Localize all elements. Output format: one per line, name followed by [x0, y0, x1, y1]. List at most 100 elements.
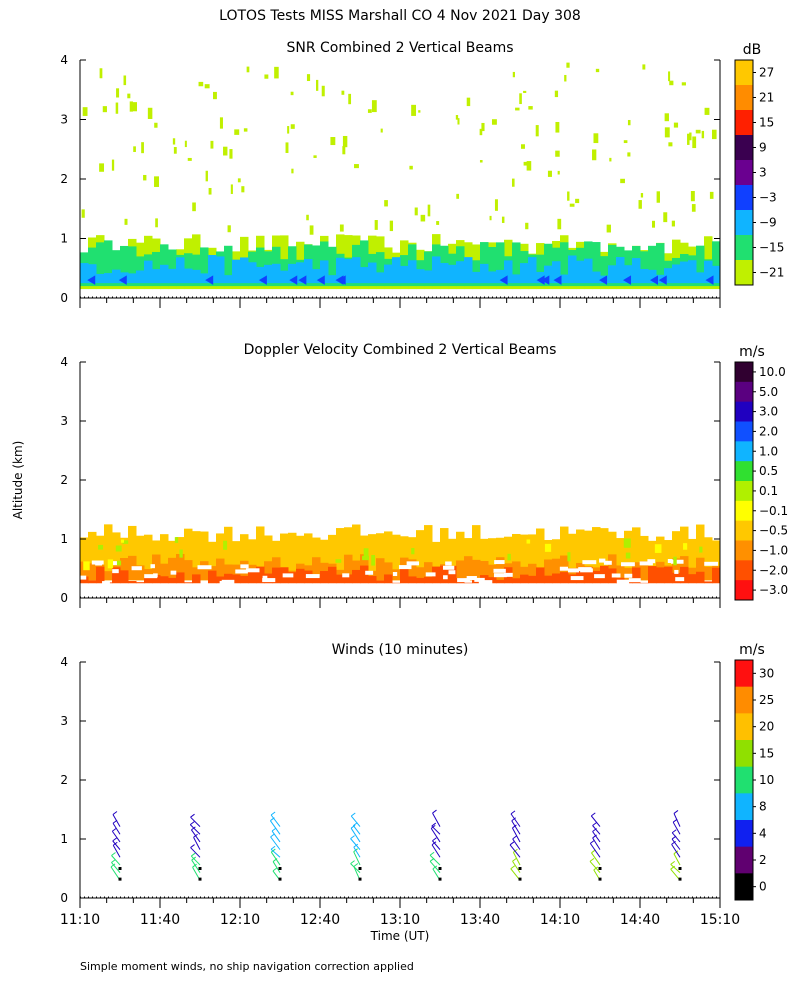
snr-speckle	[290, 91, 294, 96]
velocity-cell	[160, 534, 169, 581]
wind-barb-flag	[112, 837, 118, 842]
velocity-cell	[640, 561, 649, 581]
snr-speckle	[237, 178, 241, 183]
velocity-cell	[136, 582, 145, 584]
velocity-cell	[392, 534, 401, 581]
snr-cell	[600, 256, 609, 287]
snr-cell	[304, 259, 313, 284]
snr-cell	[432, 256, 441, 284]
panel-3: Winds (10 minutes) 0 1 2 3 4 11:10 11:40 12:10 12…	[60, 642, 774, 943]
snr-speckle	[141, 142, 144, 154]
snr-speckle	[489, 215, 492, 221]
wind-barb	[590, 815, 601, 827]
wind-barb-flag	[190, 852, 196, 857]
colorbar-label: 10	[759, 773, 774, 787]
wind-profile	[429, 809, 442, 881]
snr-speckle	[711, 129, 717, 140]
wind-barb-flag	[670, 860, 675, 865]
snr-speckle	[520, 144, 525, 149]
velocity-cell	[288, 532, 297, 581]
velocity-speckle	[699, 546, 703, 553]
snr-cell	[288, 263, 297, 284]
snr-cell	[112, 250, 121, 287]
velocity-cell	[200, 561, 209, 581]
snr-cell	[584, 258, 593, 284]
colorbar-label: 5.0	[759, 385, 778, 399]
wind-barb-flag	[190, 813, 195, 818]
colorbar-swatch	[735, 846, 753, 874]
velocity-cell	[584, 530, 593, 581]
wind-barb	[673, 853, 681, 866]
velocity-gap	[365, 570, 374, 575]
wind-profile	[110, 811, 122, 881]
colorbar-label: 15	[759, 116, 774, 130]
velocity-cell	[360, 565, 369, 584]
wind-barb	[112, 822, 121, 835]
velocity-cell	[192, 574, 201, 584]
snr-cell	[656, 243, 665, 287]
velocity-cell	[520, 566, 529, 581]
colorbar-label: −3	[759, 191, 777, 205]
snr-speckle	[342, 146, 346, 155]
velocity-cell	[432, 566, 441, 584]
snr-speckle	[569, 203, 575, 207]
snr-speckle	[547, 170, 552, 177]
snr-cell	[712, 241, 721, 287]
snr-speckle	[208, 187, 212, 195]
snr-speckle	[555, 121, 560, 133]
colorbar-swatch	[735, 110, 753, 136]
y-tick-label: 4	[60, 655, 68, 669]
wind-barb-flag	[353, 863, 359, 867]
snr-speckle	[274, 66, 279, 79]
colorbar-label: −0.1	[759, 504, 788, 518]
wind-profile	[189, 813, 202, 881]
velocity-cell	[680, 526, 689, 581]
velocity-gap	[442, 565, 455, 570]
colorbar-label: 2.0	[759, 424, 778, 438]
snr-speckle	[99, 163, 105, 172]
wind-calm-marker	[438, 877, 442, 881]
panel-2: Doppler Velocity Combined 2 Vertical Bea…	[60, 342, 788, 608]
wind-barb-flag	[190, 844, 195, 848]
colorbar-swatch	[735, 580, 753, 601]
velocity-cell	[712, 540, 721, 581]
velocity-cell	[640, 535, 649, 581]
y-axis-label: Altitude (km)	[11, 441, 25, 520]
snr-speckle	[642, 64, 646, 70]
velocity-cell	[80, 537, 89, 581]
wind-barb	[512, 860, 521, 873]
snr-speckle	[389, 220, 394, 232]
colorbar-label: 3.0	[759, 405, 778, 419]
wind-barb	[190, 847, 201, 858]
snr-cell	[200, 247, 209, 287]
snr-speckle	[640, 193, 644, 198]
footnote: Simple moment winds, no ship navigation …	[80, 960, 414, 973]
velocity-cell	[224, 573, 233, 584]
wind-barb-flag	[671, 840, 676, 845]
snr-speckle	[528, 106, 533, 110]
velocity-cell	[336, 574, 345, 584]
snr-speckle	[567, 191, 570, 201]
snr-speckle	[593, 133, 599, 144]
velocity-cell	[96, 566, 105, 584]
wind-calm-marker	[358, 877, 362, 881]
velocity-gap	[448, 570, 456, 575]
wind-profile	[589, 812, 602, 881]
velocity-cell	[144, 577, 153, 584]
snr-speckle	[129, 101, 133, 112]
x-tick-label: 14:40	[620, 912, 660, 928]
velocity-cell	[184, 560, 193, 581]
velocity-cell	[120, 570, 129, 584]
wind-calm-marker	[358, 867, 362, 870]
colorbar-label: 4	[759, 826, 767, 840]
wind-barb-flag	[510, 865, 516, 870]
y-tick-label: 1	[60, 832, 68, 846]
wind-barb-flag	[111, 859, 116, 863]
snr-cell	[224, 275, 233, 284]
snr-speckle	[210, 140, 214, 149]
wind-barb-flag	[350, 835, 355, 840]
snr-speckle	[234, 129, 240, 135]
velocity-gap	[670, 559, 684, 564]
y-tick-label: 4	[60, 53, 68, 67]
